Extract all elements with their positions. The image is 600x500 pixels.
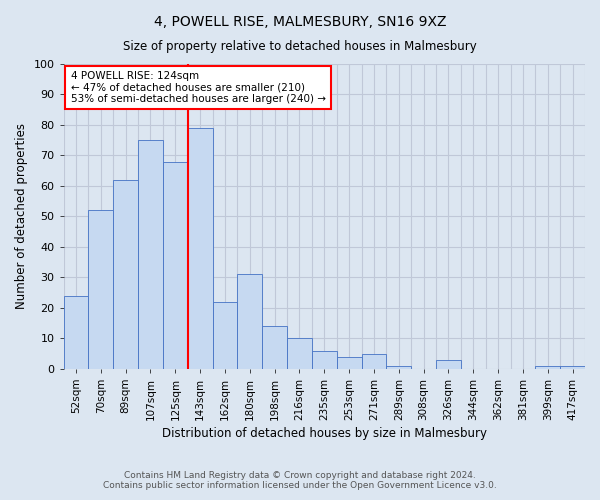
Y-axis label: Number of detached properties: Number of detached properties (15, 124, 28, 310)
Bar (362, 354, 386, 369)
Bar (163, 162, 188, 369)
Bar (262, 326, 287, 369)
Bar (113, 180, 138, 369)
Bar (88, 210, 113, 369)
Text: 4 POWELL RISE: 124sqm
← 47% of detached houses are smaller (210)
53% of semi-det: 4 POWELL RISE: 124sqm ← 47% of detached … (71, 71, 326, 104)
Text: 4, POWELL RISE, MALMESBURY, SN16 9XZ: 4, POWELL RISE, MALMESBURY, SN16 9XZ (154, 15, 446, 29)
Bar (337, 356, 362, 369)
Bar (560, 366, 585, 369)
Text: Contains HM Land Registry data © Crown copyright and database right 2024.
Contai: Contains HM Land Registry data © Crown c… (103, 470, 497, 490)
Bar (138, 140, 163, 369)
Bar (188, 128, 212, 369)
Bar (212, 302, 238, 369)
Bar (312, 350, 337, 369)
Bar (287, 338, 312, 369)
Bar (238, 274, 262, 369)
Bar (64, 296, 88, 369)
Bar (535, 366, 560, 369)
X-axis label: Distribution of detached houses by size in Malmesbury: Distribution of detached houses by size … (162, 427, 487, 440)
Bar (436, 360, 461, 369)
Bar (386, 366, 411, 369)
Text: Size of property relative to detached houses in Malmesbury: Size of property relative to detached ho… (123, 40, 477, 53)
